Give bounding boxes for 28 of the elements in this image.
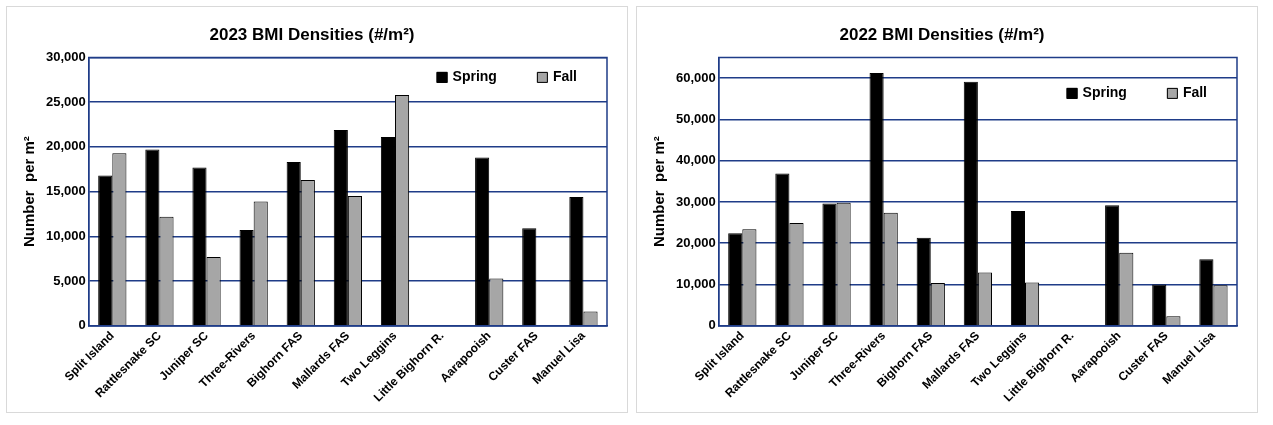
y-tick-label: 15,000	[46, 183, 86, 199]
y-axis-title: Number per m²	[20, 136, 38, 248]
chart-title: 2023 BMI Densities (#/m²)	[209, 24, 415, 44]
y-tick-label: 30,000	[46, 48, 86, 64]
y-tick-label: 20,000	[46, 138, 86, 154]
y-tick-label: 60,000	[676, 69, 716, 85]
y-tick-label: 25,000	[46, 93, 86, 109]
y-tick-label: 0	[78, 317, 86, 333]
legend-label: Fall	[1182, 84, 1208, 101]
bar	[98, 175, 113, 326]
bar	[1152, 284, 1167, 326]
y-tick-label: 10,000	[46, 227, 86, 243]
y-tick-label: 5,000	[53, 272, 86, 288]
y-tick-label: 10,000	[676, 276, 716, 292]
bar	[1199, 259, 1214, 326]
chart-title: 2022 BMI Densities (#/m²)	[839, 24, 1045, 44]
y-axis-title: Number per m²	[650, 136, 668, 248]
legend-label: Spring	[1082, 84, 1127, 101]
legend-label: Fall	[552, 68, 578, 85]
bar	[522, 228, 537, 326]
y-tick-label: 50,000	[676, 110, 716, 126]
legend-label: Spring	[452, 68, 497, 85]
y-tick-label: 30,000	[676, 193, 716, 209]
bar	[728, 233, 743, 326]
y-tick-label: 40,000	[676, 152, 716, 168]
y-tick-label: 20,000	[676, 234, 716, 250]
y-tick-label: 0	[708, 317, 716, 333]
bar	[475, 157, 490, 326]
